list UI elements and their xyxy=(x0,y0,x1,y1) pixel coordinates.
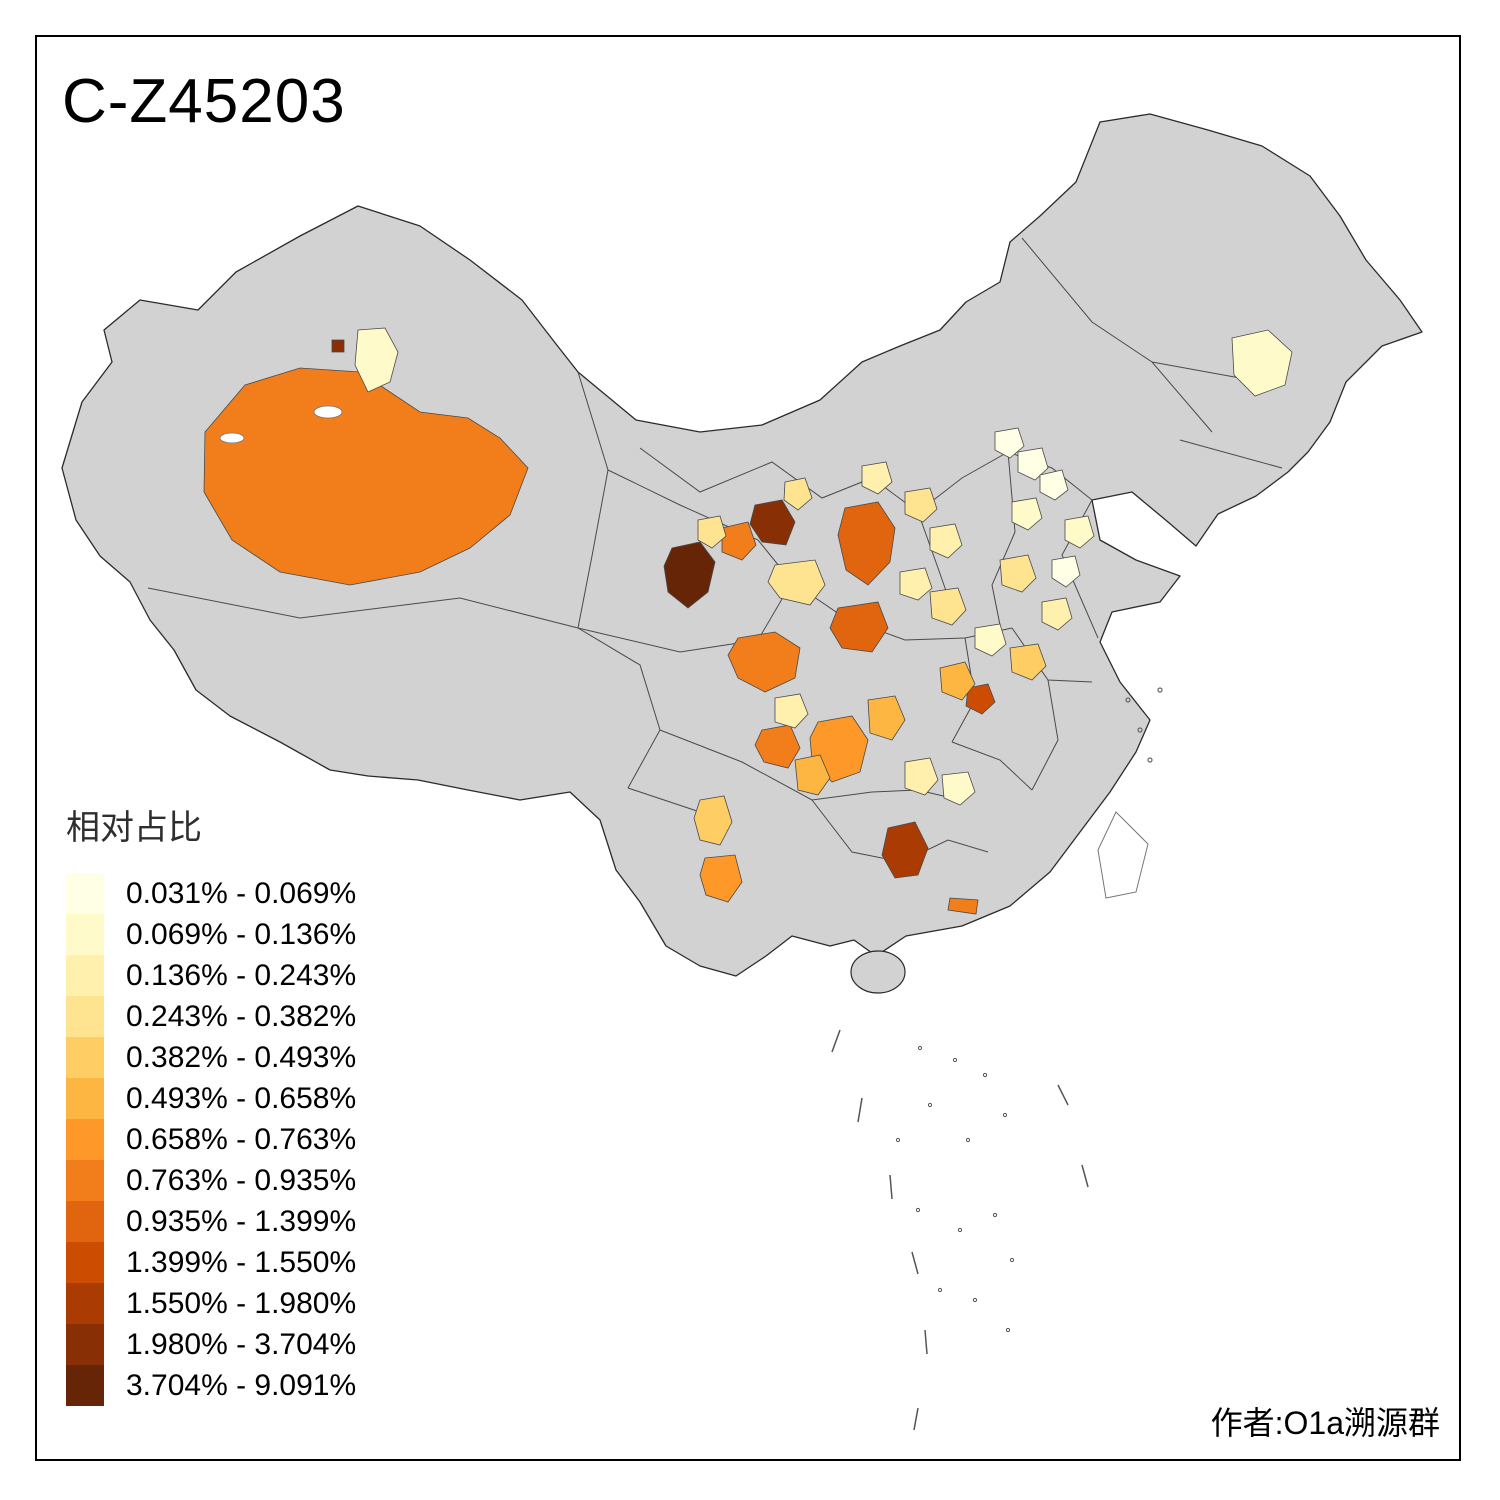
legend: 相对占比 0.031% - 0.069% 0.069% - 0.136% 0.136… xyxy=(66,800,356,1406)
legend-label: 0.763% - 0.935% xyxy=(126,1163,357,1197)
map-region xyxy=(947,897,979,915)
taiwan-island xyxy=(1097,811,1149,899)
map-region xyxy=(721,521,757,561)
map-region xyxy=(867,695,906,741)
legend-title: 相对占比 xyxy=(66,809,202,847)
legend-swatch xyxy=(66,1201,104,1242)
map-region xyxy=(1039,469,1069,501)
legend-swatch xyxy=(66,1365,104,1406)
map-region xyxy=(829,601,889,653)
page-title: C-Z45203 xyxy=(62,67,346,136)
map-region xyxy=(837,501,896,586)
legend-swatch xyxy=(66,1324,104,1365)
map-region xyxy=(1231,329,1293,397)
legend-label: 3.704% - 9.091% xyxy=(126,1368,357,1402)
legend-swatch xyxy=(66,873,104,914)
legend-label: 0.069% - 0.136% xyxy=(126,917,357,951)
legend-swatch xyxy=(66,1160,104,1201)
legend-swatch xyxy=(66,1119,104,1160)
map-region xyxy=(941,771,976,806)
legend-label: 0.658% - 0.763% xyxy=(126,1122,357,1156)
legend-swatch xyxy=(66,996,104,1037)
legend-row: 0.658% - 0.763% xyxy=(66,1119,356,1160)
colored-regions xyxy=(203,327,1293,915)
map-region xyxy=(1064,515,1095,549)
legend-row: 3.704% - 9.091% xyxy=(66,1365,356,1406)
coastal-islets xyxy=(1125,687,1163,763)
legend-row: 0.243% - 0.382% xyxy=(66,996,356,1037)
legend-row: 0.763% - 0.935% xyxy=(66,1160,356,1201)
legend-label: 0.935% - 1.399% xyxy=(126,1204,357,1238)
south-china-sea-islands xyxy=(895,1045,1015,1333)
map-region xyxy=(1051,555,1081,588)
legend-label: 1.399% - 1.550% xyxy=(126,1245,357,1279)
map-region xyxy=(783,477,813,511)
map-region xyxy=(929,587,967,626)
lakes xyxy=(219,405,343,444)
legend-label: 0.243% - 0.382% xyxy=(126,999,357,1033)
map-region xyxy=(899,567,933,601)
legend-label: 1.980% - 3.704% xyxy=(126,1327,357,1361)
map-region xyxy=(999,554,1037,593)
legend-label: 0.136% - 0.243% xyxy=(126,958,357,992)
map-region xyxy=(1009,643,1047,681)
map-region xyxy=(861,461,893,495)
legend-row: 0.935% - 1.399% xyxy=(66,1201,356,1242)
map-region xyxy=(331,339,345,353)
legend-row: 1.980% - 3.704% xyxy=(66,1324,356,1365)
legend-swatch xyxy=(66,914,104,955)
map-region xyxy=(693,795,733,846)
legend-label: 0.031% - 0.069% xyxy=(126,876,357,910)
map-region xyxy=(749,499,796,546)
map-region xyxy=(939,661,976,701)
legend-row: 1.550% - 1.980% xyxy=(66,1283,356,1324)
legend-swatch xyxy=(66,1078,104,1119)
legend-row: 1.399% - 1.550% xyxy=(66,1242,356,1283)
legend-swatch xyxy=(66,1037,104,1078)
legend-swatch xyxy=(66,955,104,996)
map-region xyxy=(1041,597,1073,631)
map-region xyxy=(974,623,1007,657)
map-region xyxy=(1011,497,1043,531)
map-region xyxy=(774,693,809,729)
map-region xyxy=(727,631,801,693)
map-region xyxy=(354,327,399,393)
map-region xyxy=(767,559,826,606)
legend-row: 0.069% - 0.136% xyxy=(66,914,356,955)
map-region xyxy=(699,854,743,903)
legend-row: 0.493% - 0.658% xyxy=(66,1078,356,1119)
legend-swatch xyxy=(66,1283,104,1324)
map-region xyxy=(965,683,996,715)
legend-swatch xyxy=(66,1242,104,1283)
legend-label: 0.382% - 0.493% xyxy=(126,1040,357,1074)
legend-row: 0.136% - 0.243% xyxy=(66,955,356,996)
map-region xyxy=(904,757,939,796)
legend-label: 0.493% - 0.658% xyxy=(126,1081,357,1115)
hainan-island xyxy=(850,950,906,994)
attribution: 作者:O1a溯源群 xyxy=(1210,1405,1440,1441)
map-region xyxy=(994,427,1025,459)
legend-row: 0.031% - 0.069% xyxy=(66,873,356,914)
map-region xyxy=(663,541,716,609)
map-region xyxy=(1017,447,1049,481)
legend-label: 1.550% - 1.980% xyxy=(126,1286,357,1320)
south-china-sea-dashes xyxy=(831,1029,1089,1431)
legend-row: 0.382% - 0.493% xyxy=(66,1037,356,1078)
map-region xyxy=(203,367,529,586)
map-region xyxy=(904,487,938,523)
map-region xyxy=(929,523,963,559)
map-region xyxy=(697,515,727,549)
map-region xyxy=(794,754,831,796)
map-region xyxy=(881,821,929,879)
legend-items: 0.031% - 0.069% 0.069% - 0.136% 0.136% - 0… xyxy=(66,873,356,1406)
